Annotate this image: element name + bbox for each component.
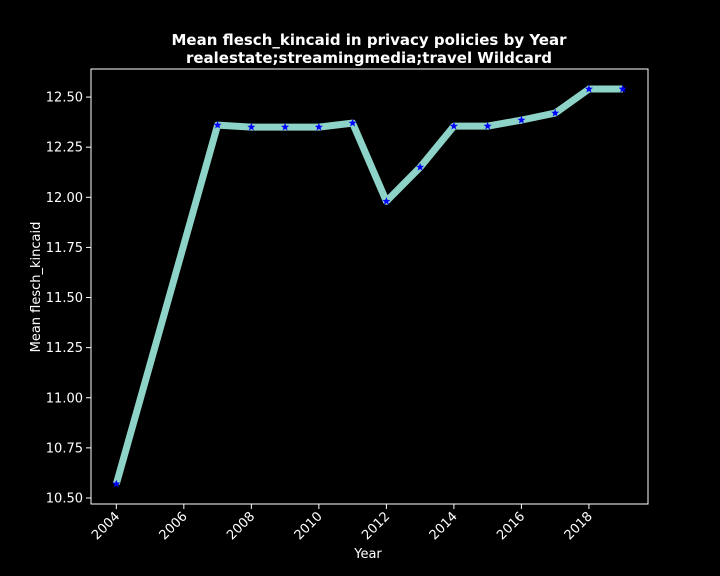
y-axis: 10.50 10.75 11.00 11.25 11.50 11.75 12.00 12.25… (46, 91, 91, 506)
series-line (112, 85, 623, 485)
x-tick-label: 2012 (359, 509, 393, 543)
chart-title: Mean flesch_kincaid in privacy policies … (171, 31, 567, 49)
x-axis-label: Year (353, 547, 382, 562)
x-tick-label: 2008 (224, 509, 258, 543)
data-point-marker (584, 84, 593, 93)
series-markers (112, 84, 627, 488)
x-tick-label: 2014 (427, 509, 461, 543)
y-tick-label: 12.50 (46, 91, 83, 106)
plot-area-frame (90, 68, 649, 505)
y-tick-label: 10.50 (46, 491, 83, 506)
y-tick-label: 10.75 (46, 441, 83, 456)
x-tick-label: 2016 (494, 509, 528, 543)
data-point-marker (517, 115, 526, 124)
x-tick-label: 2018 (562, 509, 596, 543)
chart-subtitle: realestate;streamingmedia;travel Wildcar… (186, 49, 552, 67)
data-point-marker (112, 479, 121, 488)
y-tick-label: 12.00 (46, 191, 83, 206)
x-tick-label: 2004 (89, 509, 123, 543)
data-point-marker (449, 121, 458, 130)
y-tick-label: 11.25 (46, 341, 83, 356)
data-point-marker (416, 163, 425, 171)
data-point-marker (483, 121, 492, 130)
y-tick-label: 12.25 (46, 141, 83, 156)
data-point-marker (314, 122, 323, 131)
data-point-marker (382, 197, 391, 205)
y-tick-label: 11.00 (46, 391, 83, 406)
y-axis-label: Mean flesch_kincaid (29, 222, 44, 353)
data-point-marker (348, 118, 357, 127)
data-point-marker (551, 108, 560, 117)
y-tick-label: 11.75 (46, 241, 83, 256)
y-tick-label: 11.50 (46, 291, 83, 306)
x-tick-label: 2010 (292, 509, 326, 543)
data-point-marker (281, 122, 290, 131)
data-point-marker (618, 84, 627, 93)
x-axis: 2004 2006 2008 2010 2012 2014 2016 2018 (89, 504, 596, 543)
x-tick-label: 2006 (157, 509, 191, 543)
data-point-marker (213, 120, 222, 129)
data-point-marker (247, 122, 256, 131)
